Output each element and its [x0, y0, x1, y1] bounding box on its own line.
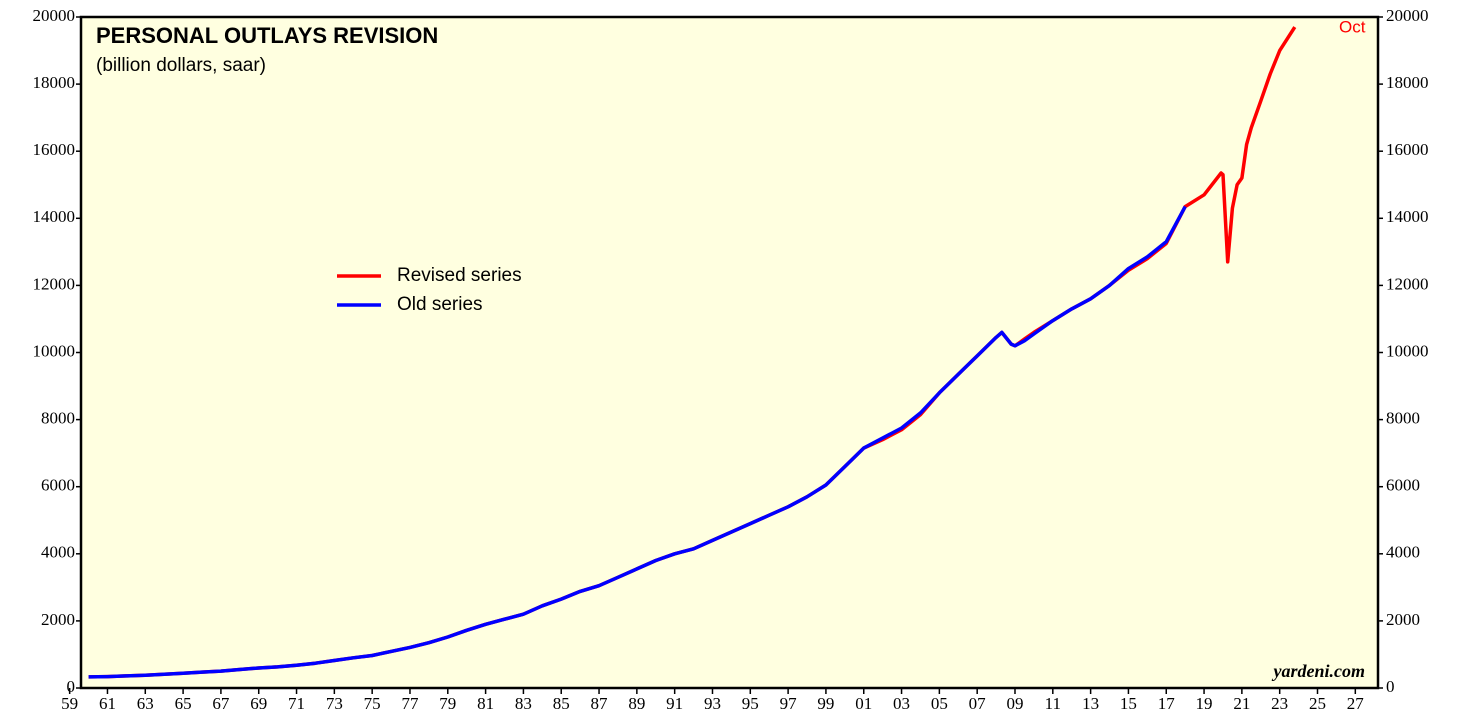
- y-tick-label: 16000: [33, 140, 76, 159]
- series-line: [88, 205, 1187, 679]
- x-tick-label: 99: [817, 694, 834, 713]
- x-tick-label: 77: [401, 694, 419, 713]
- x-tick-label: 09: [1006, 694, 1023, 713]
- y-tick-label: 14000: [33, 207, 76, 226]
- x-tick-label: 25: [1309, 694, 1326, 713]
- x-tick-label: 05: [931, 694, 948, 713]
- y2-tick-label: 2000: [1386, 610, 1420, 629]
- source-note: yardeni.com: [1272, 661, 1366, 681]
- x-tick-label: 75: [364, 694, 381, 713]
- x-tick-label: 11: [1045, 694, 1061, 713]
- y-tick-label: 8000: [41, 409, 75, 428]
- y-tick-label: 12000: [33, 274, 76, 293]
- chart-subtitle: (billion dollars, saar): [96, 55, 266, 76]
- x-tick-label: 73: [326, 694, 343, 713]
- x-tick-label: 91: [666, 694, 683, 713]
- x-tick-label: 13: [1082, 694, 1099, 713]
- marks: [88, 26, 1297, 679]
- y-tick-label: 10000: [33, 341, 76, 360]
- y2-tick-label: 16000: [1386, 140, 1429, 159]
- x-tick-label: 17: [1158, 694, 1176, 713]
- plot-area: [81, 17, 1378, 688]
- x-tick-label: 15: [1120, 694, 1137, 713]
- y-tick-label: 18000: [33, 73, 76, 92]
- y2-tick-label: 8000: [1386, 409, 1420, 428]
- x-tick-label: 67: [212, 694, 230, 713]
- y2-tick-label: 0: [1386, 677, 1395, 696]
- x-tick-label: 79: [439, 694, 456, 713]
- y-tick-label: 6000: [41, 476, 75, 495]
- legend-label: Revised series: [397, 265, 522, 286]
- y2-tick-label: 6000: [1386, 476, 1420, 495]
- y2-tick-label: 18000: [1386, 73, 1429, 92]
- x-tick-label: 19: [1196, 694, 1213, 713]
- chart-title: PERSONAL OUTLAYS REVISION: [96, 23, 438, 48]
- x-tick-label: 59: [61, 694, 78, 713]
- x-tick-label: 69: [250, 694, 267, 713]
- y2-tick-label: 12000: [1386, 274, 1429, 293]
- x-tick-label: 65: [175, 694, 192, 713]
- x-tick-label: 07: [969, 694, 987, 713]
- y-tick-label: 20000: [33, 6, 76, 25]
- legend-label: Old series: [397, 294, 483, 315]
- x-tick-label: 71: [288, 694, 305, 713]
- x-tick-label: 23: [1271, 694, 1288, 713]
- y2-tick-label: 14000: [1386, 207, 1429, 226]
- y2-tick-label: 10000: [1386, 341, 1429, 360]
- x-tick-label: 87: [591, 694, 609, 713]
- y-tick-label: 4000: [41, 543, 75, 562]
- y2-tick-label: 20000: [1386, 6, 1429, 25]
- x-tick-label: 63: [137, 694, 154, 713]
- x-tick-label: 27: [1347, 694, 1365, 713]
- x-tick-label: 01: [855, 694, 872, 713]
- y-tick-label: 0: [67, 677, 76, 696]
- x-tick-label: 93: [704, 694, 721, 713]
- y-tick-label: 2000: [41, 610, 75, 629]
- x-tick-label: 85: [553, 694, 570, 713]
- y2-tick-label: 4000: [1386, 543, 1420, 562]
- x-tick-label: 81: [477, 694, 494, 713]
- x-tick-label: 21: [1233, 694, 1250, 713]
- end-annotation: Oct: [1339, 17, 1366, 36]
- x-tick-label: 03: [893, 694, 910, 713]
- x-tick-label: 83: [515, 694, 532, 713]
- x-tick-label: 95: [742, 694, 759, 713]
- x-tick-label: 89: [628, 694, 645, 713]
- x-tick-label: 61: [99, 694, 116, 713]
- x-tick-label: 97: [780, 694, 798, 713]
